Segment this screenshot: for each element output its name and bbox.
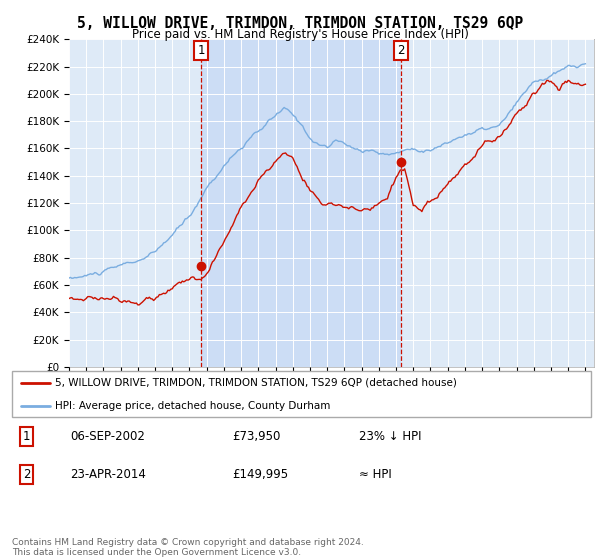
Text: 1: 1 (23, 430, 30, 443)
Text: 5, WILLOW DRIVE, TRIMDON, TRIMDON STATION, TS29 6QP: 5, WILLOW DRIVE, TRIMDON, TRIMDON STATIO… (77, 16, 523, 31)
Text: £149,995: £149,995 (232, 468, 288, 481)
Text: ≈ HPI: ≈ HPI (359, 468, 392, 481)
Text: 23-APR-2014: 23-APR-2014 (70, 468, 146, 481)
Text: £73,950: £73,950 (232, 430, 280, 443)
Text: 06-SEP-2002: 06-SEP-2002 (70, 430, 145, 443)
Text: HPI: Average price, detached house, County Durham: HPI: Average price, detached house, Coun… (55, 401, 331, 410)
Text: 2: 2 (397, 44, 405, 57)
Text: 2: 2 (23, 468, 30, 481)
Text: Price paid vs. HM Land Registry's House Price Index (HPI): Price paid vs. HM Land Registry's House … (131, 28, 469, 41)
Bar (201, 39, 401, 367)
FancyBboxPatch shape (12, 371, 591, 417)
Text: 23% ↓ HPI: 23% ↓ HPI (359, 430, 422, 443)
Text: 5, WILLOW DRIVE, TRIMDON, TRIMDON STATION, TS29 6QP (detached house): 5, WILLOW DRIVE, TRIMDON, TRIMDON STATIO… (55, 378, 457, 388)
Text: 1: 1 (197, 44, 205, 57)
Text: Contains HM Land Registry data © Crown copyright and database right 2024.
This d: Contains HM Land Registry data © Crown c… (12, 538, 364, 557)
